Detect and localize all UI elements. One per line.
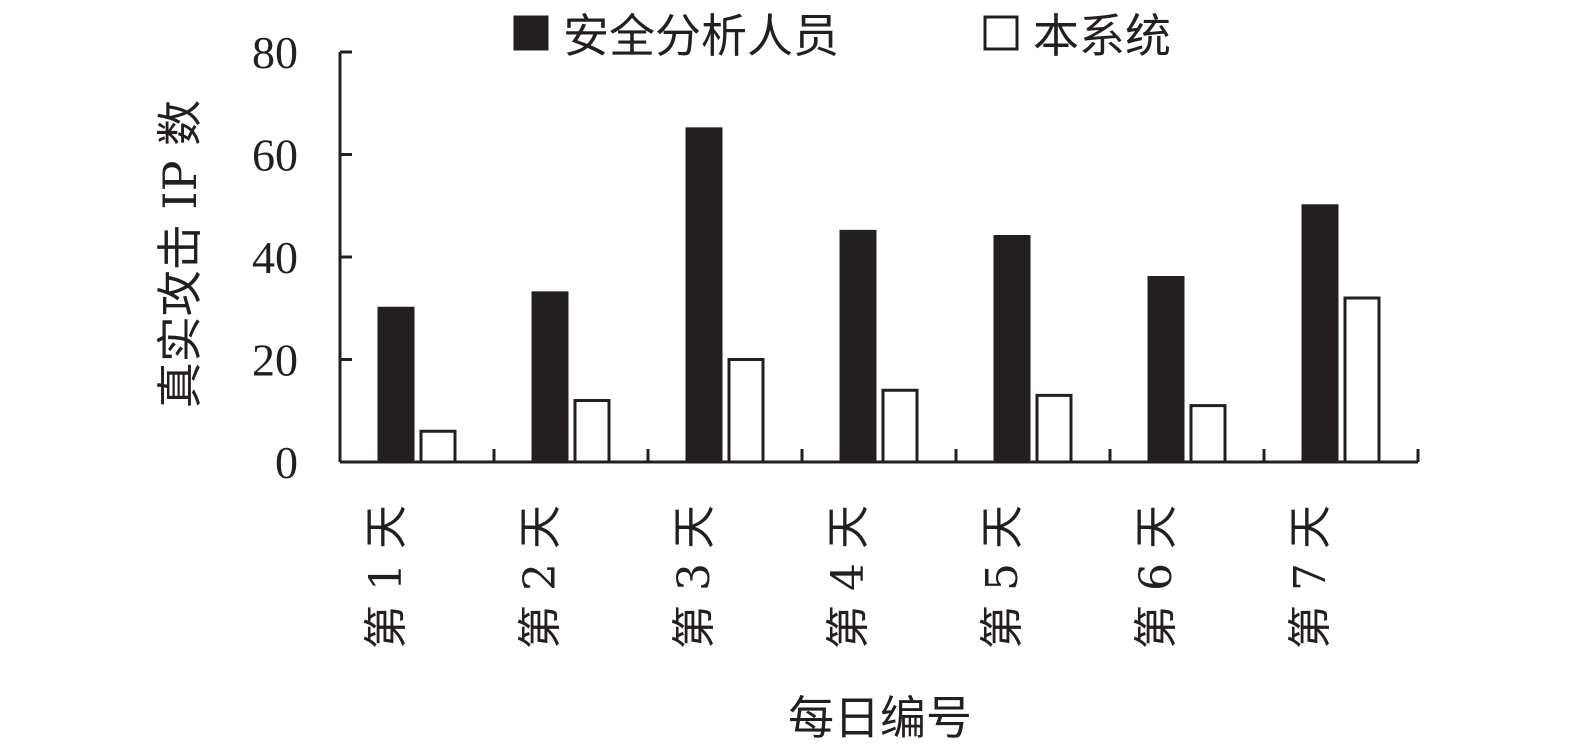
- bar-analyst-7: [1301, 204, 1339, 464]
- category-labels: 第 1 天 第 2 天 第 3 天 第 4 天 第 5 天 第 6 天 第 7 天: [361, 505, 1336, 649]
- x-category-label: 第 3 天: [669, 505, 720, 649]
- x-category-label: 第 5 天: [977, 505, 1028, 649]
- bar-analyst-5: [993, 235, 1031, 464]
- y-axis: 0 20 40 60 80: [252, 27, 352, 488]
- bars: [377, 127, 1381, 464]
- legend-swatch-system: [983, 15, 1019, 51]
- bar-analyst-3: [685, 127, 723, 464]
- bar-system-4: [881, 388, 919, 464]
- x-category-label: 第 4 天: [823, 505, 874, 649]
- bar-system-1: [419, 429, 457, 464]
- bar-system-3: [727, 358, 765, 464]
- bar-system-5: [1035, 393, 1073, 464]
- legend-swatch-analyst: [513, 15, 549, 51]
- bar-system-7: [1343, 296, 1381, 464]
- bar-analyst-6: [1147, 276, 1185, 464]
- y-tick-label: 0: [275, 437, 298, 488]
- y-tick-label: 60: [252, 130, 298, 181]
- legend-label-analyst: 安全分析人员: [563, 9, 839, 63]
- y-axis-title: 真实攻击 IP 数: [153, 100, 207, 408]
- legend: 安全分析人员 本系统: [513, 9, 1171, 63]
- bar-system-2: [573, 399, 611, 464]
- legend-label-system: 本系统: [1033, 9, 1171, 63]
- x-axis: [340, 449, 1420, 464]
- y-tick-label: 40: [252, 232, 298, 283]
- bar-system-6: [1189, 404, 1227, 464]
- x-category-label: 第 6 天: [1131, 505, 1182, 649]
- y-tick-label: 20: [252, 335, 298, 386]
- x-axis-title: 每日编号: [788, 691, 972, 745]
- x-category-label: 第 1 天: [361, 505, 412, 649]
- y-tick-label: 80: [252, 27, 298, 78]
- x-category-label: 第 2 天: [515, 505, 566, 649]
- bar-analyst-4: [839, 229, 877, 464]
- bar-analyst-2: [531, 291, 569, 464]
- x-category-label: 第 7 天: [1285, 505, 1336, 649]
- bar-analyst-1: [377, 306, 415, 464]
